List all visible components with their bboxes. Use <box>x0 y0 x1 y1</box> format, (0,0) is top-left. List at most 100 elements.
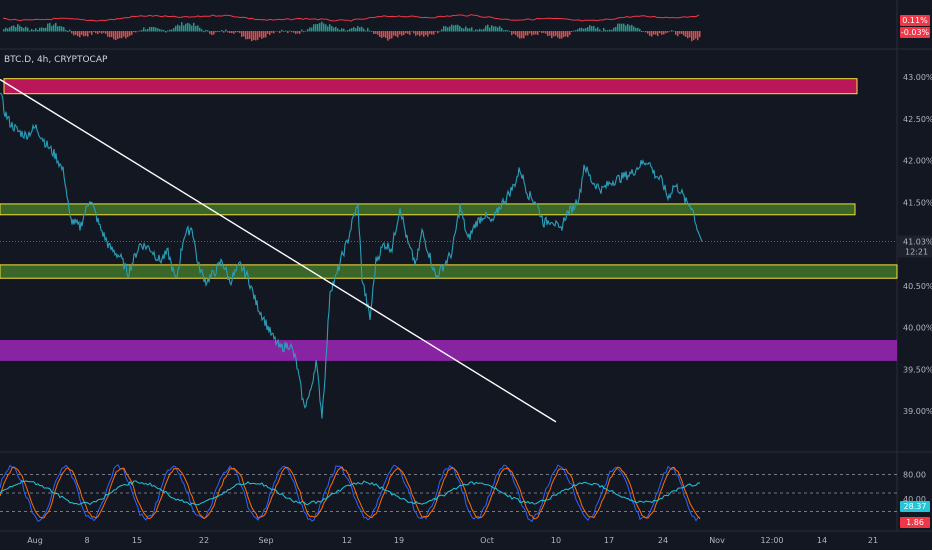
top-histogram-bar <box>55 22 57 32</box>
time-tick-label: 12 <box>342 536 352 545</box>
top-histogram-bar <box>85 31 87 36</box>
low-zone <box>0 340 897 361</box>
time-tick-label: 12:00 <box>760 536 783 545</box>
top-histogram-bar <box>685 31 687 37</box>
top-histogram-bar <box>101 31 103 34</box>
top-histogram-bar <box>649 31 651 36</box>
top-histogram-bar <box>583 28 585 32</box>
top-histogram-bar <box>517 31 519 38</box>
price-tick-label: 42.50% <box>903 115 932 124</box>
top-histogram-bar <box>529 31 531 34</box>
top-histogram-bar <box>469 28 471 32</box>
top-histogram-bar <box>511 31 513 36</box>
top-histogram-bar <box>115 31 117 41</box>
top-histogram-bar <box>81 31 83 35</box>
top-histogram-bar <box>59 26 61 32</box>
top-histogram-bar <box>281 29 283 32</box>
top-histogram-bar <box>39 27 41 32</box>
top-histogram-bar <box>47 23 49 32</box>
top-histogram-bar <box>221 29 223 32</box>
top-histogram-bar <box>11 25 13 32</box>
top-histogram-bar <box>629 25 631 32</box>
top-histogram-bar <box>683 31 685 36</box>
top-histogram-bar <box>337 28 339 32</box>
top-histogram-bar <box>643 31 645 32</box>
top-histogram-bar <box>225 29 227 32</box>
top-histogram-bar <box>239 31 241 34</box>
top-histogram-bar <box>671 30 673 32</box>
top-histogram-bar <box>533 31 535 35</box>
top-histogram-bar <box>217 31 219 32</box>
top-histogram-bar <box>285 30 287 32</box>
top-histogram-bar <box>407 31 409 34</box>
top-histogram-bar <box>595 28 597 32</box>
top-histogram-bar <box>459 26 461 32</box>
top-histogram-bar <box>301 29 303 32</box>
top-histogram-bar <box>297 31 299 34</box>
top-histogram-bar <box>537 31 539 35</box>
top-histogram-bar <box>271 31 273 33</box>
top-histogram-bar <box>123 31 125 37</box>
top-histogram-bar <box>411 30 413 32</box>
time-tick-label: Sep <box>258 536 273 545</box>
top-histogram-bar <box>87 31 89 37</box>
time-tick-label: 17 <box>604 536 614 545</box>
top-histogram-bar <box>303 31 305 33</box>
top-histogram-bar <box>681 31 683 35</box>
top-histogram-bar <box>273 31 275 34</box>
top-histogram-bar <box>487 24 489 32</box>
price-tick-label: 41.50% <box>903 198 932 207</box>
top-histogram-bar <box>417 31 419 35</box>
top-histogram-bar <box>291 31 293 33</box>
top-histogram-bar <box>637 27 639 32</box>
top-histogram-bar <box>245 31 247 40</box>
time-tick-label: 10 <box>551 536 561 545</box>
top-histogram-bar <box>387 31 389 41</box>
current-price-tag <box>898 235 932 258</box>
top-histogram-bar <box>215 31 217 33</box>
top-histogram-bar <box>129 31 131 36</box>
top-histogram-bar <box>571 31 573 33</box>
top-histogram-bar <box>541 31 543 34</box>
top-histogram-bar <box>365 30 367 32</box>
top-indicator <box>2 14 701 42</box>
top-histogram-bar <box>553 31 555 37</box>
top-histogram-bar <box>37 29 39 32</box>
top-histogram-bar <box>363 28 365 32</box>
time-tick-label: 19 <box>394 536 404 545</box>
top-histogram-bar <box>151 26 153 32</box>
top-histogram-bar <box>501 28 503 32</box>
top-histogram-bar <box>495 26 497 32</box>
time-tick-label: Oct <box>480 536 494 545</box>
top-histogram-bar <box>667 31 669 33</box>
top-histogram-bar <box>631 24 633 32</box>
top-histogram-bar <box>639 28 641 32</box>
top-histogram-bar <box>377 31 379 35</box>
top-histogram-bar <box>27 27 29 32</box>
price-tick-label: 40.50% <box>903 282 932 291</box>
top-histogram-bar <box>605 30 607 32</box>
top-histogram-bar <box>375 31 377 34</box>
top-histogram-bar <box>247 31 249 40</box>
top-histogram-bar <box>75 31 77 35</box>
top-histogram-bar <box>347 30 349 32</box>
oscillator-badge-rsi: 28.37 <box>900 501 930 512</box>
top-histogram-bar <box>415 31 417 36</box>
top-histogram-bar <box>617 23 619 32</box>
top-histogram-bar <box>439 30 441 32</box>
top-histogram-bar <box>397 31 399 38</box>
top-histogram-bar <box>35 28 37 32</box>
top-histogram-bar <box>433 31 435 35</box>
top-histogram-bar <box>259 31 261 38</box>
top-histogram-bar <box>435 31 437 32</box>
top-histogram-bar <box>167 30 169 32</box>
top-histogram-bar <box>549 31 551 36</box>
top-histogram-bar <box>369 30 371 32</box>
top-histogram-bar <box>165 31 167 33</box>
top-histogram-bar <box>525 31 527 36</box>
top-histogram-bar <box>127 31 129 38</box>
top-histogram-bar <box>79 31 81 38</box>
top-histogram-bar <box>673 30 675 32</box>
top-histogram-bar <box>97 31 99 35</box>
